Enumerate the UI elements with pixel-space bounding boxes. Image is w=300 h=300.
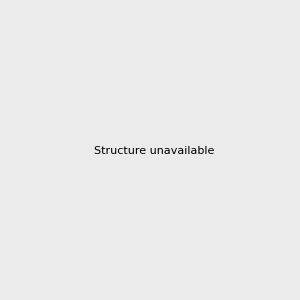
Text: Structure unavailable: Structure unavailable xyxy=(94,146,214,157)
